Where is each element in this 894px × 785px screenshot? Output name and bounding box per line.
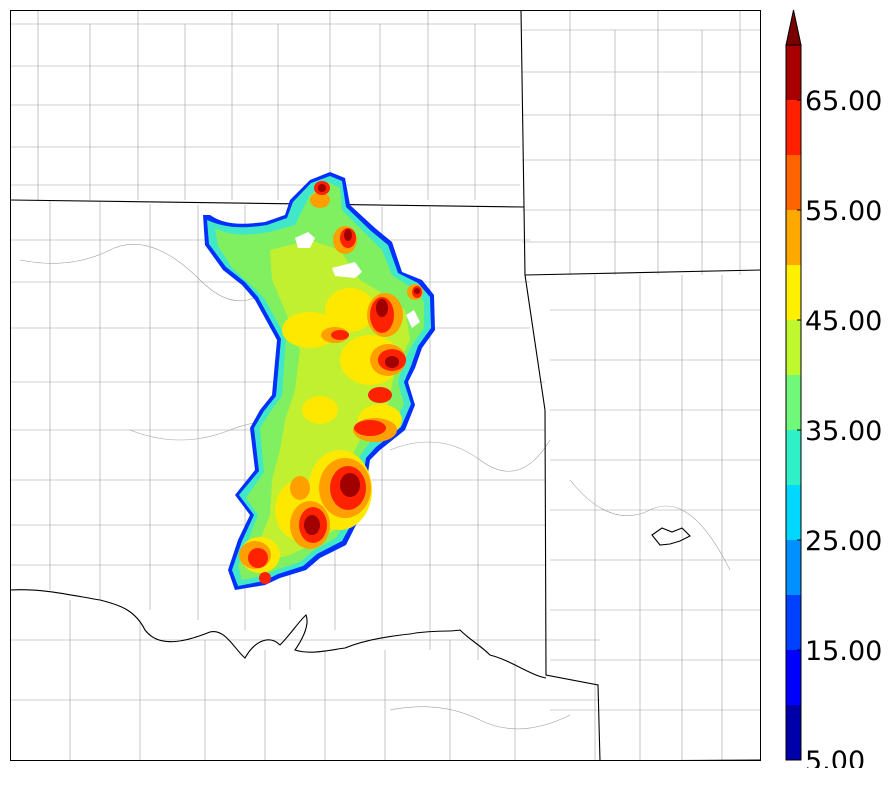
mo-ks-border bbox=[520, 10, 526, 276]
colorbar-bin bbox=[786, 320, 801, 375]
colorbar-bin bbox=[786, 705, 801, 760]
colorbar-bin bbox=[786, 100, 801, 155]
colorbar-bins bbox=[786, 45, 801, 760]
colorbar-bin bbox=[786, 540, 801, 595]
map-border bbox=[10, 10, 761, 761]
ks-ok-border bbox=[10, 199, 525, 208]
ok-ar-border bbox=[524, 274, 601, 761]
colorbar-tick-label: 35.00 bbox=[805, 416, 882, 447]
red-river-border bbox=[10, 589, 547, 679]
lake-outline bbox=[651, 527, 691, 546]
reflectivity-field bbox=[203, 172, 435, 590]
colorbar-tick-label: 5.00 bbox=[805, 746, 865, 768]
colorbar-bin bbox=[786, 155, 801, 210]
colorbar-extend-arrow bbox=[785, 9, 802, 46]
mo-ar-border bbox=[524, 269, 761, 276]
colorbar-bin bbox=[786, 430, 801, 485]
colorbar-bin bbox=[786, 650, 801, 705]
colorbar-tick-label: 65.00 bbox=[805, 86, 882, 117]
colorbar-bin bbox=[786, 485, 801, 540]
colorbar-ticks: 5.00 15.00 25.00 35.00 45.00 55.00 65.00 bbox=[797, 86, 882, 768]
colorbar-outline bbox=[785, 44, 802, 761]
colorbar-bin bbox=[786, 45, 801, 100]
colorbar-tick-label: 55.00 bbox=[805, 196, 882, 227]
colorbar-bin bbox=[786, 265, 801, 320]
colorbar-bin bbox=[786, 210, 801, 265]
colorbar-bin bbox=[786, 375, 801, 430]
colorbar-bin bbox=[786, 595, 801, 650]
colorbar: 5.00 15.00 25.00 35.00 45.00 55.00 65.00 bbox=[785, 9, 882, 768]
colorbar-tick-label: 25.00 bbox=[805, 526, 882, 557]
radar-map bbox=[10, 10, 761, 761]
colorbar-tick-label: 15.00 bbox=[805, 636, 882, 667]
colorbar-tick-label: 45.00 bbox=[805, 306, 882, 337]
